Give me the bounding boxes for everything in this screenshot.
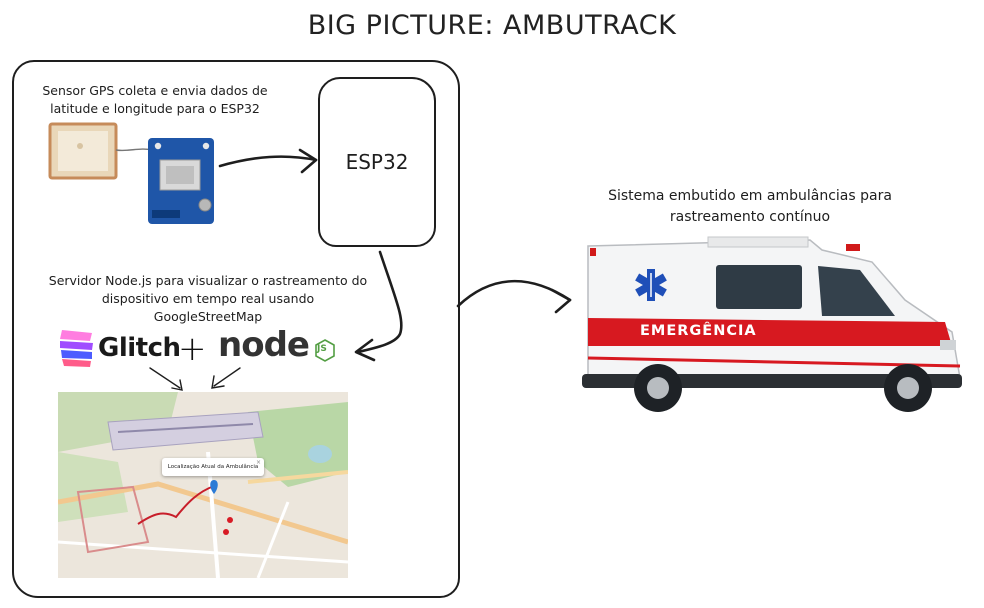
diagram-title: BIG PICTURE: AMBUTRACK xyxy=(307,10,677,41)
map-screenshot: Localização Atual da Ambulância × xyxy=(58,392,348,578)
glitch-stripe xyxy=(60,341,93,350)
map-park xyxy=(248,402,348,487)
arrow-gps-to-esp32 xyxy=(218,155,318,168)
esp32-label: ESP32 xyxy=(345,150,409,174)
ambulance-headlight xyxy=(940,340,956,350)
gps-chip-core xyxy=(166,166,194,184)
map-point xyxy=(227,517,233,523)
map-tiles xyxy=(58,392,348,578)
arrow-node-to-map xyxy=(213,367,241,387)
map-route-track xyxy=(137,485,215,525)
map-road xyxy=(247,470,348,484)
glitch-stripe xyxy=(62,359,91,367)
esp32-box: ESP32 xyxy=(318,77,436,247)
ambulance-beacon xyxy=(846,244,860,251)
arrow-glitch-to-map xyxy=(149,367,181,389)
nodejs-hexagon xyxy=(315,339,335,362)
glitch-stripe xyxy=(60,330,92,341)
ambulance-caption: Sistema embutido em ambulâncias para ras… xyxy=(608,188,892,225)
gps-antenna-pin xyxy=(77,143,83,149)
ambulance-front-hub xyxy=(897,377,919,399)
map-airport-runway xyxy=(107,411,264,451)
gps-header-pins xyxy=(152,210,180,218)
nodejs-js-badge: JS xyxy=(317,344,327,354)
map-popup-text: Localização Atual da Ambulância xyxy=(167,464,259,470)
map-point xyxy=(223,529,229,535)
arrow-system-to-ambulance-head xyxy=(550,288,572,314)
map-road xyxy=(256,501,290,578)
arrow-glitch-to-map-head xyxy=(171,379,183,391)
map-location-pin-icon xyxy=(210,480,218,494)
ambulance-side-window xyxy=(716,265,802,309)
map-district-boundary xyxy=(76,485,150,554)
ambulance-cab-window xyxy=(818,266,895,316)
ambulance-beacon xyxy=(590,248,596,256)
ambulance-red-stripe xyxy=(588,318,952,346)
arrow-gps-to-esp32-head xyxy=(298,148,318,174)
gps-board-hole xyxy=(154,142,162,150)
map-popup-close-icon[interactable]: × xyxy=(255,459,261,466)
map-lake xyxy=(308,445,332,463)
arrow-node-to-map-head xyxy=(211,375,225,389)
ambulance-rear-hub xyxy=(647,377,669,399)
nodejs-wordmark: node xyxy=(218,325,310,365)
map-popup: Localização Atual da Ambulância × xyxy=(162,458,264,476)
glitch-wordmark: Glitch xyxy=(98,333,181,363)
map-park xyxy=(58,452,128,522)
star-of-life-icon xyxy=(635,269,667,301)
arrow-esp32-to-server xyxy=(356,250,403,354)
arrow-system-to-ambulance xyxy=(456,279,572,308)
map-runway-line xyxy=(117,423,254,433)
gps-battery xyxy=(198,198,212,212)
plus-sign: + xyxy=(178,329,207,369)
glitch-stripe xyxy=(61,350,92,359)
gps-board-hole xyxy=(202,142,210,150)
map-main-road xyxy=(58,481,348,545)
ambulance-lower-stripe xyxy=(587,356,961,368)
server-caption: Servidor Node.js para visualizar o rastr… xyxy=(48,273,368,324)
arrow-esp32-to-server-head xyxy=(354,338,376,362)
ambulance-roof-box xyxy=(707,236,809,248)
gps-antenna-patch xyxy=(58,131,108,171)
system-frame xyxy=(12,60,460,598)
ambulance-emergency-text: EMERGÊNCIA xyxy=(640,323,757,339)
map-road xyxy=(58,540,348,564)
gps-caption: Sensor GPS coleta e envia dados de latit… xyxy=(42,83,268,116)
